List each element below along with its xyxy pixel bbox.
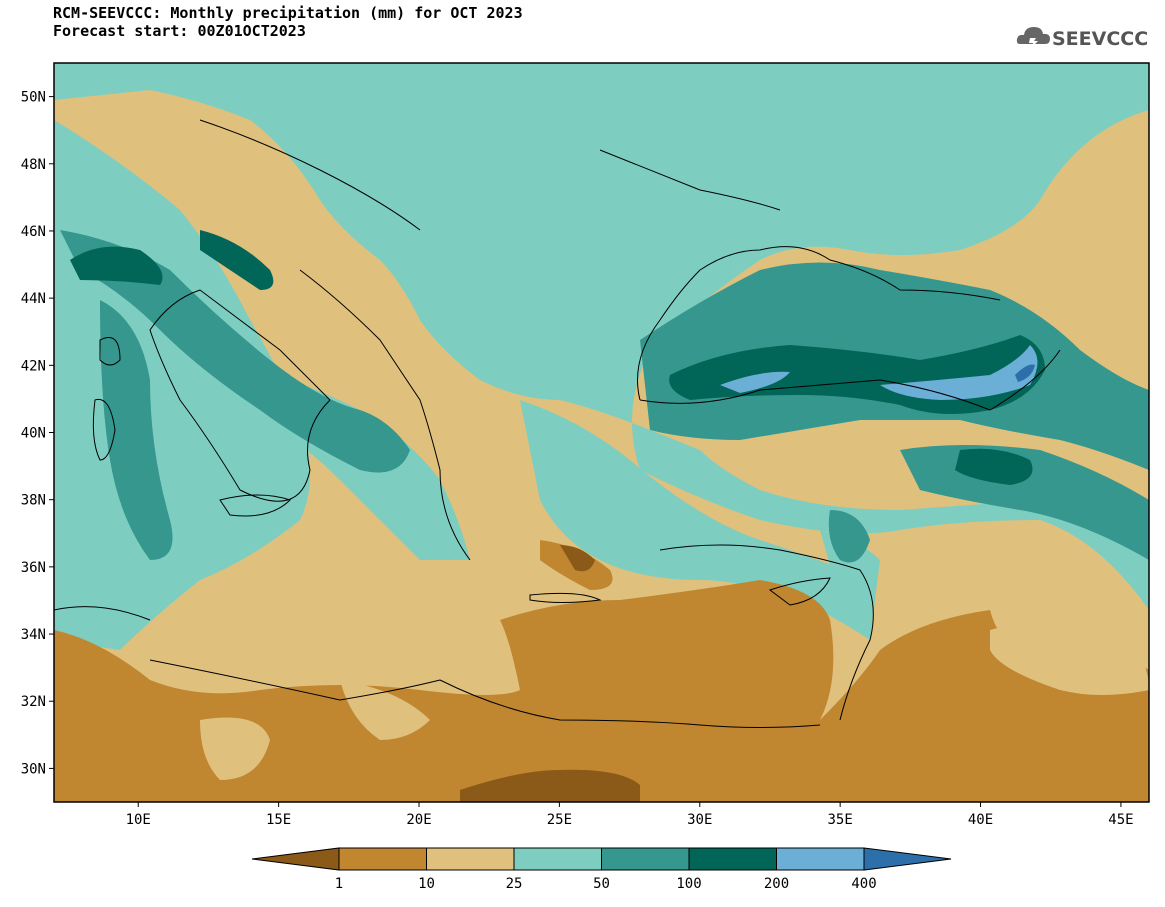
lat-label: 36N <box>21 560 46 576</box>
lat-label: 42N <box>21 358 46 374</box>
seevccc-logo: SEEVCCC <box>1016 22 1156 58</box>
precipitation-field <box>54 63 1149 802</box>
forecast-start-subtitle: Forecast start: 00Z01OCT2023 <box>53 22 306 40</box>
colorbar: 1 10 25 50 100 200 400 <box>251 847 952 892</box>
colorbar-segment <box>251 847 340 871</box>
lon-label: 45E <box>1108 812 1133 828</box>
lon-label: 10E <box>126 812 151 828</box>
colorbar-label: 200 <box>764 876 789 892</box>
lat-label: 46N <box>21 224 46 240</box>
lat-label: 30N <box>21 761 46 777</box>
lon-label: 25E <box>547 812 572 828</box>
colorbar-segment <box>513 847 602 871</box>
colorbar-label: 1 <box>335 876 343 892</box>
colorbar-label: 50 <box>593 876 610 892</box>
colorbar-segment <box>776 847 865 871</box>
longitude-axis: 10E 15E 20E 25E 30E 35E 40E 45E <box>126 802 1134 828</box>
cloud-icon <box>1016 27 1050 48</box>
latitude-axis: 50N 48N 46N 44N 42N 40N 38N 36N 34N 32N 30N <box>21 90 54 777</box>
lat-label: 40N <box>21 426 46 442</box>
lon-label: 40E <box>968 812 993 828</box>
lon-label: 20E <box>406 812 431 828</box>
logo-text: SEEVCCC <box>1052 28 1149 50</box>
colorbar-label: 100 <box>676 876 701 892</box>
colorbar-label: 25 <box>506 876 523 892</box>
colorbar-segment <box>601 847 690 871</box>
lat-label: 48N <box>21 157 46 173</box>
colorbar-label: 10 <box>418 876 435 892</box>
colorbar-segment <box>426 847 515 871</box>
lat-label: 32N <box>21 694 46 710</box>
lon-label: 35E <box>828 812 853 828</box>
colorbar-segment <box>338 847 427 871</box>
coastlines <box>54 119 1061 728</box>
lat-label: 50N <box>21 90 46 106</box>
lat-label: 44N <box>21 291 46 307</box>
colorbar-label: 400 <box>851 876 876 892</box>
colorbar-segment <box>863 847 952 871</box>
colorbar-segment <box>688 847 777 871</box>
lon-label: 30E <box>687 812 712 828</box>
lon-label: 15E <box>266 812 291 828</box>
map-title: RCM-SEEVCCC: Monthly precipitation (mm) … <box>53 4 523 22</box>
lat-label: 38N <box>21 493 46 509</box>
lat-label: 34N <box>21 627 46 643</box>
